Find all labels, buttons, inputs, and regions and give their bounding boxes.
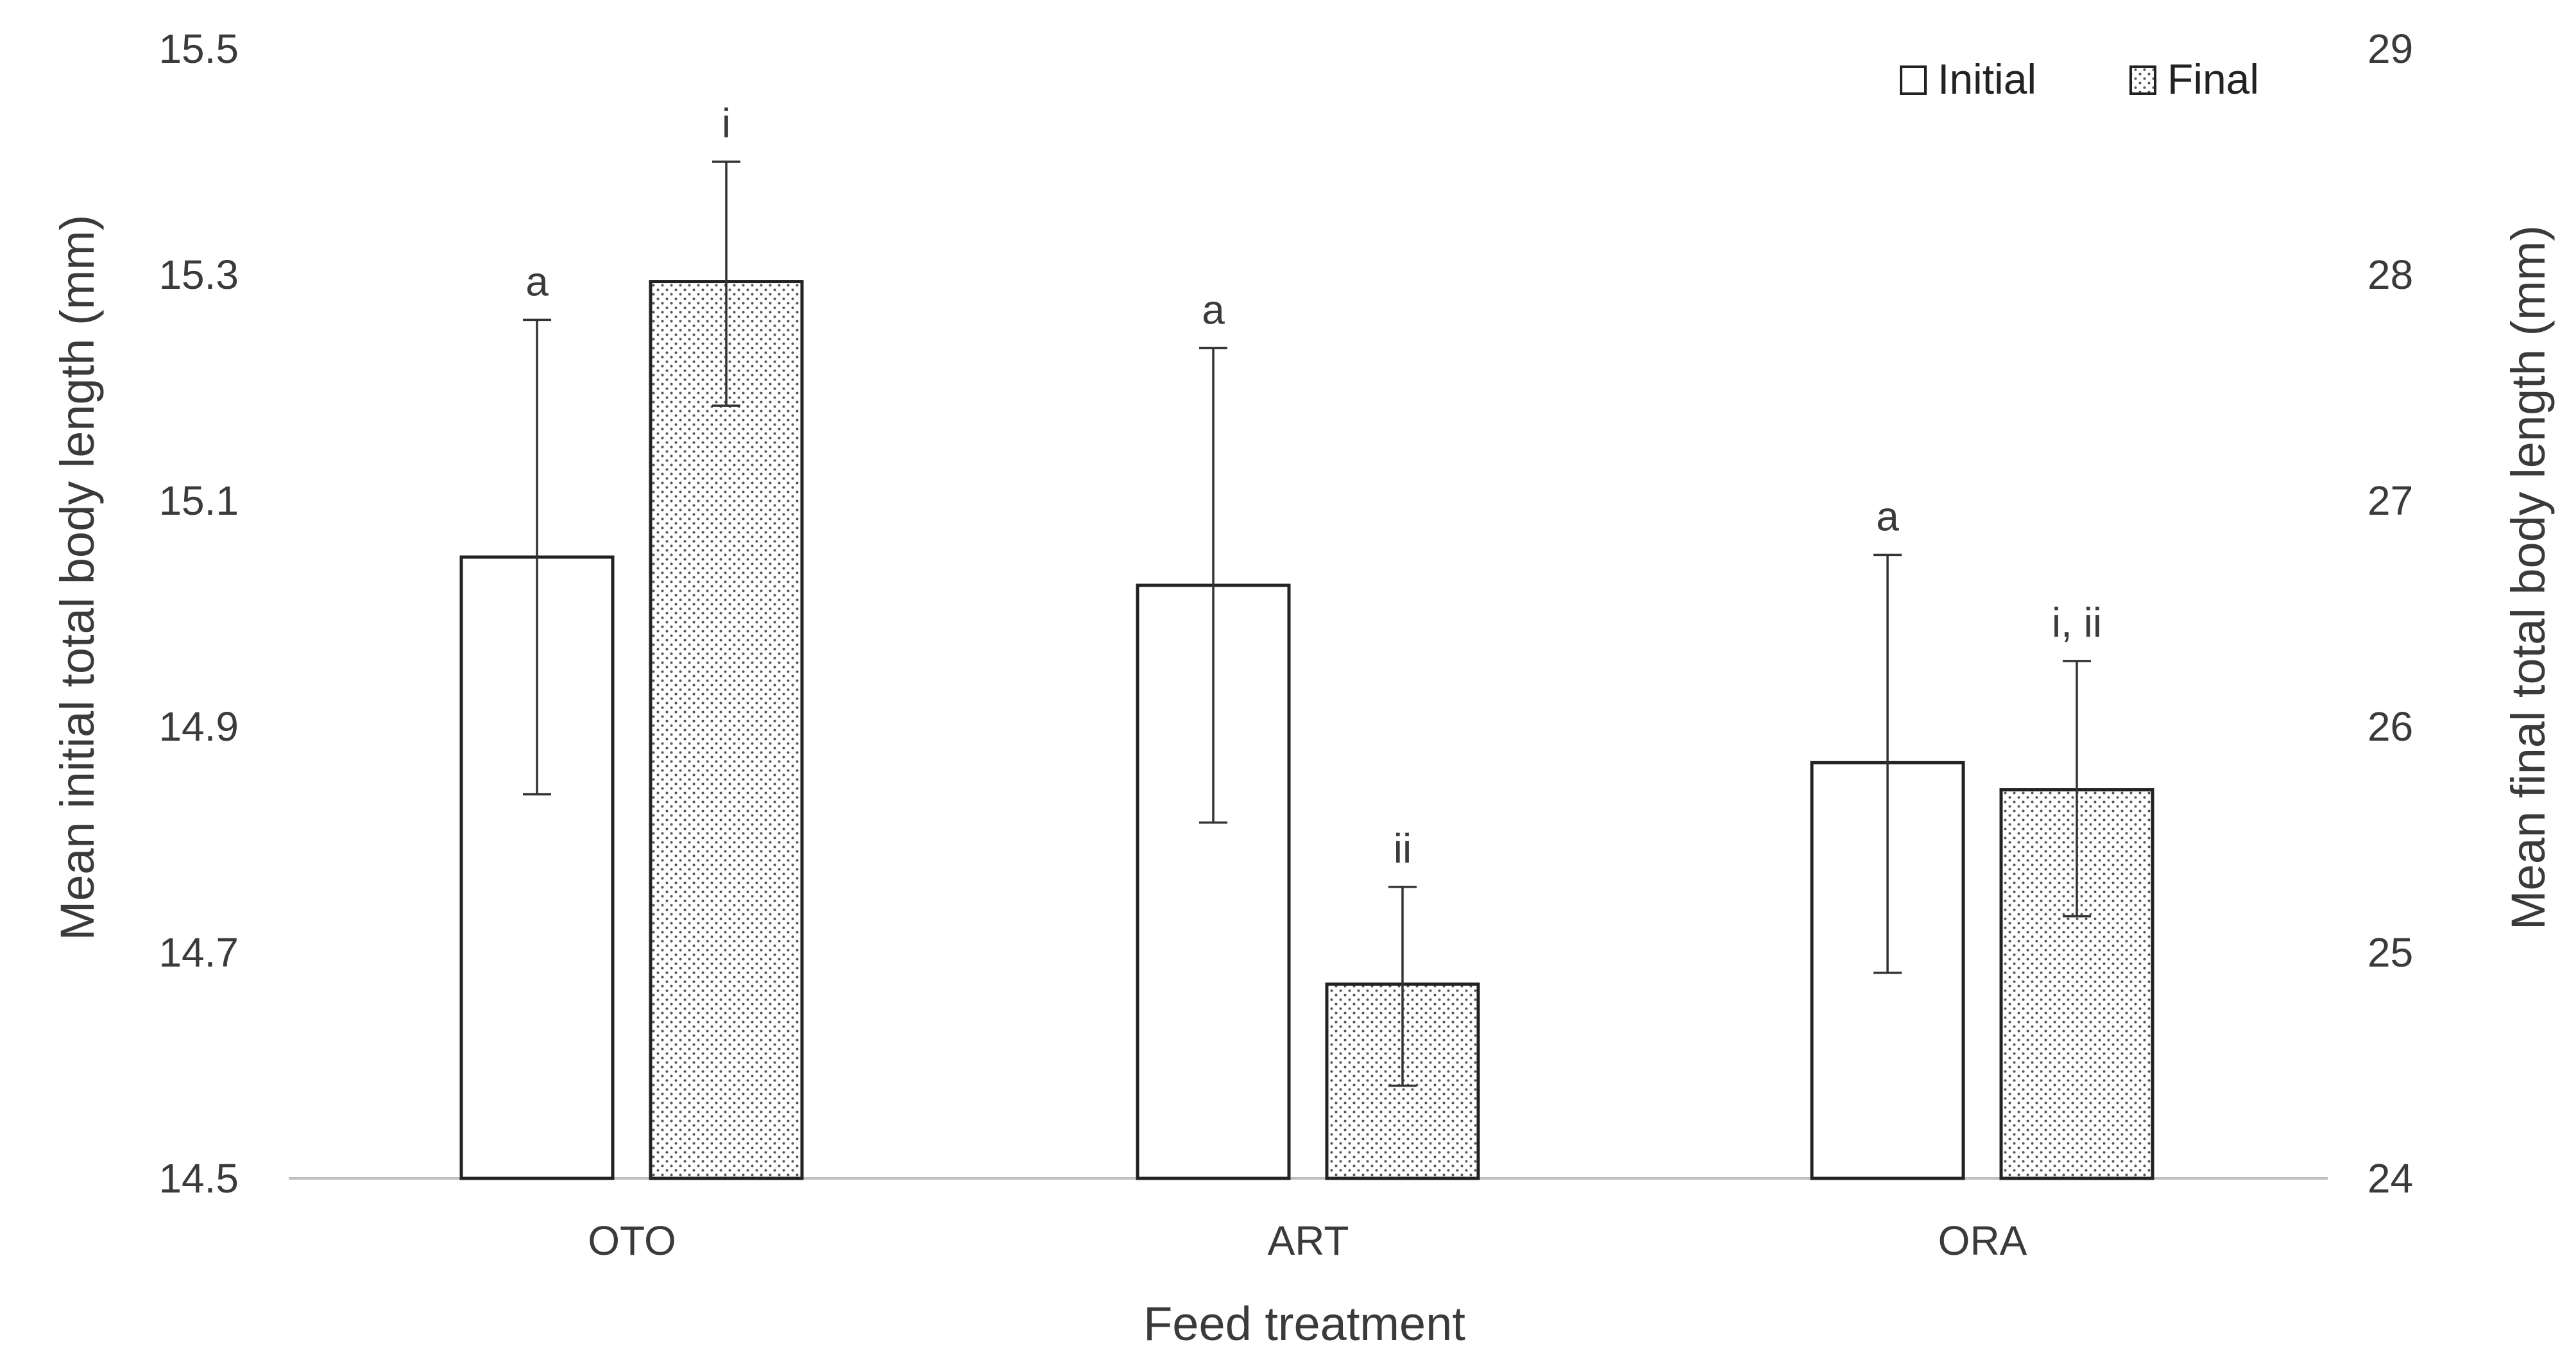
y-tick-label-left: 14.7: [158, 929, 239, 976]
y-tick-label-right: 26: [2367, 703, 2413, 750]
x-tick-label: OTO: [588, 1218, 676, 1264]
y-axis-title-right: Mean final total body length (mm): [2502, 225, 2555, 930]
legend-swatch-initial: [1900, 65, 1927, 95]
x-tick-label: ORA: [1938, 1218, 2027, 1264]
legend: Initial Final: [1900, 55, 2259, 103]
legend-label-final: Final: [2167, 55, 2259, 103]
y-tick-label-left: 15.5: [158, 26, 239, 72]
x-axis-ticks: OTO ART ORA: [588, 1218, 2027, 1264]
x-tick-label: ART: [1268, 1218, 1349, 1264]
y-tick-label-right: 25: [2367, 929, 2413, 976]
y-tick-label-left: 15.3: [158, 252, 239, 298]
significance-label-initial: a: [525, 258, 549, 304]
right-axis-ticks: 24 25 26 27 28 29: [2367, 26, 2413, 1201]
y-tick-label-right: 28: [2367, 252, 2413, 298]
y-tick-label-left: 14.5: [158, 1155, 239, 1201]
y-axis-title-left: Mean initial total body length (mm): [51, 214, 104, 940]
y-tick-label-left: 14.9: [158, 703, 239, 750]
y-tick-label-right: 29: [2367, 26, 2413, 72]
legend-swatch-final: [2129, 65, 2156, 95]
y-tick-label-left: 15.1: [158, 478, 239, 524]
x-axis-title: Feed treatment: [1143, 1297, 1465, 1350]
legend-label-initial: Initial: [1938, 55, 2036, 103]
left-axis-ticks: 14.5 14.7 14.9 15.1 15.3 15.5: [158, 26, 239, 1201]
bar-final: [649, 280, 804, 1180]
significance-label-final: ii: [1394, 825, 1412, 872]
bars: [459, 280, 2154, 1180]
y-tick-label-right: 27: [2367, 478, 2413, 524]
significance-label-initial: a: [1202, 286, 1225, 332]
error-bars: [523, 160, 2091, 1087]
significance-label-initial: a: [1876, 493, 1899, 539]
y-tick-label-right: 24: [2367, 1155, 2413, 1201]
significance-label-final: i, ii: [2052, 599, 2102, 646]
significance-label-final: i: [722, 100, 731, 146]
